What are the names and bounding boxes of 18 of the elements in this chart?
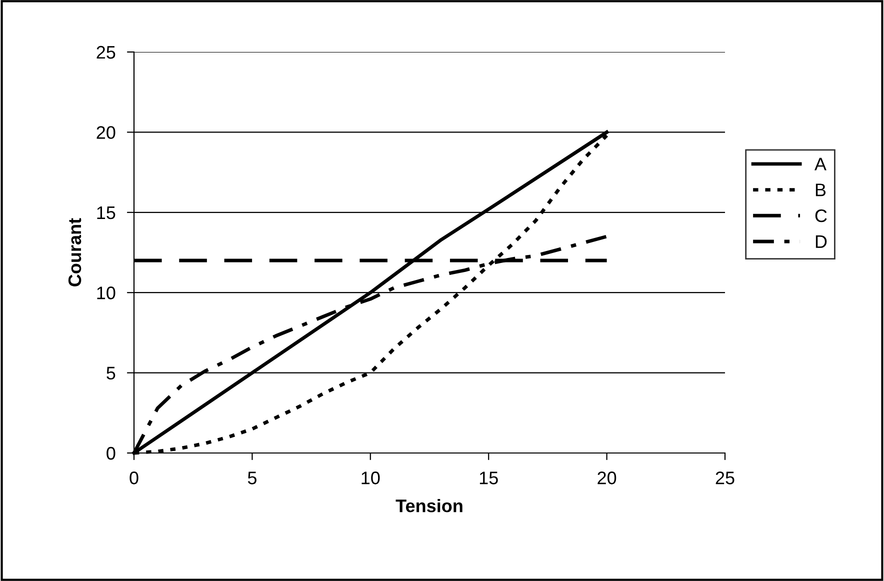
y-tick-label: 25 — [96, 46, 116, 59]
y-tick-label: 15 — [97, 206, 116, 220]
y-tick-label: 5 — [106, 366, 116, 380]
x-tick-label: 20 — [598, 472, 616, 484]
x-axis-title: Tension — [396, 499, 462, 512]
legend-label: C — [815, 209, 827, 222]
x-tick-label: 15 — [480, 472, 498, 484]
legend-label: B — [816, 184, 826, 196]
x-tick-label: 10 — [362, 472, 380, 484]
y-tick-label: 20 — [96, 126, 116, 139]
legend-label: A — [814, 158, 826, 170]
x-tick-label: 25 — [716, 472, 734, 484]
y-tick-label: 0 — [106, 446, 116, 460]
x-tick-label: 0 — [130, 472, 138, 484]
x-tick-label: 5 — [248, 472, 256, 484]
legend-label: D — [816, 235, 827, 248]
y-tick-label: 10 — [97, 286, 116, 300]
y-axis-title: Courant — [68, 218, 82, 286]
